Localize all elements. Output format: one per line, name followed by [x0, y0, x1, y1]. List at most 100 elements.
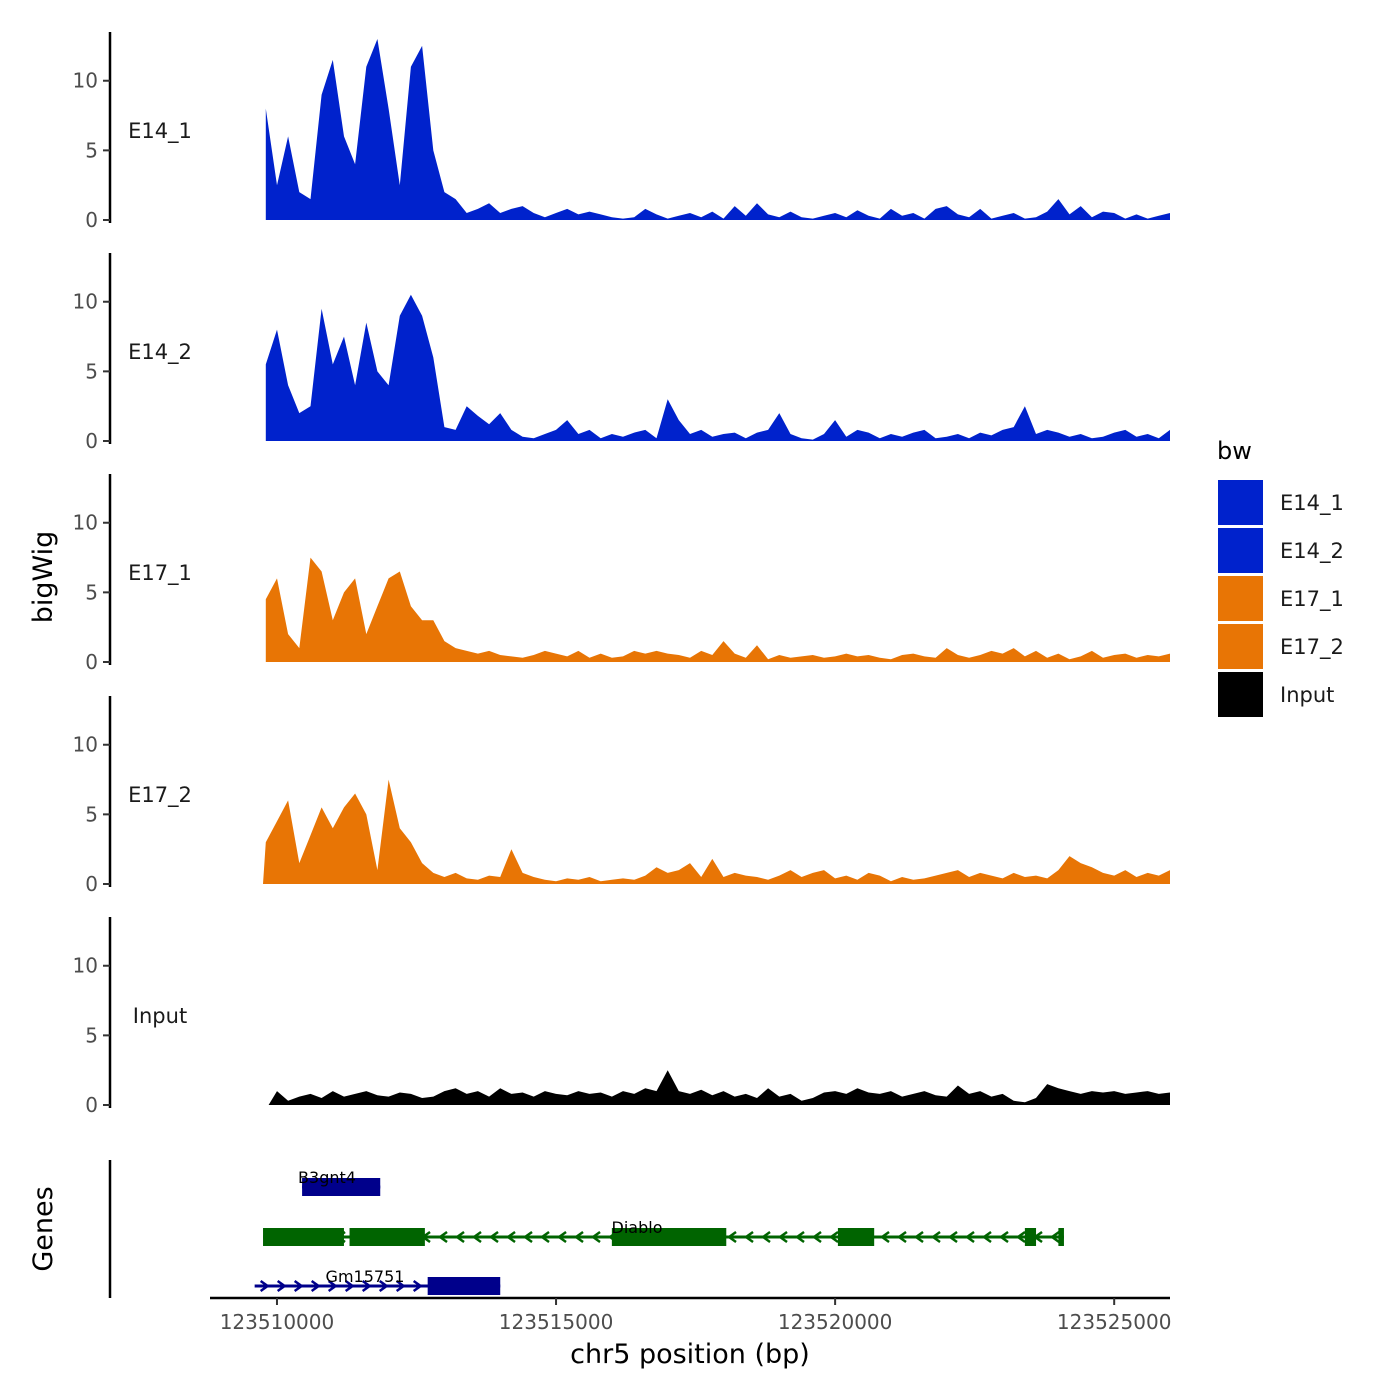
strand-arrow [998, 1230, 1009, 1244]
legend-swatch-Input [1218, 672, 1263, 717]
signal-area-Input [268, 1070, 1171, 1105]
strand-arrow [590, 1230, 601, 1244]
gene-exon [837, 1228, 875, 1246]
strand-arrow [556, 1230, 567, 1244]
y-tick-label: 10 [73, 733, 98, 757]
legend-swatch-E17_2 [1218, 624, 1263, 669]
strand-arrow [828, 1230, 839, 1244]
strand-arrow [454, 1230, 465, 1244]
track-label-E17_1: E17_1 [128, 561, 192, 586]
tracks-layer: 0 5 10 E14_1 0 5 10 E14_2 0 5 10 E17_1 0 5 10 E17_2 0 5 10… [73, 32, 1171, 1117]
y-tick-label: 0 [85, 872, 98, 896]
legend-label-E17_1: E17_1 [1280, 587, 1344, 612]
strand-arrow [930, 1230, 941, 1244]
strand-arrow [981, 1230, 992, 1244]
y-tick-label: 5 [85, 1023, 98, 1047]
x-tick-label: 123510000 [220, 1310, 335, 1334]
track-E14_2: 0 5 10 E14_2 [73, 253, 1170, 453]
strand-arrow [1015, 1230, 1026, 1244]
strand-arrow [522, 1230, 533, 1244]
strand-arrow [412, 1279, 423, 1293]
strand-arrow [794, 1230, 805, 1244]
x-axis-title: chr5 position (bp) [570, 1339, 810, 1370]
track-label-E14_1: E14_1 [128, 119, 192, 144]
gene-Diablo: Diablo [263, 1218, 1064, 1246]
strand-arrow [505, 1230, 516, 1244]
strand-arrow [964, 1230, 975, 1244]
y-tick-label: 10 [73, 69, 98, 93]
strand-arrow [777, 1230, 788, 1244]
track-label-E14_2: E14_2 [128, 340, 192, 365]
strand-arrow [344, 1279, 355, 1293]
y-axis-title: bigWig [28, 531, 59, 624]
track-Input: 0 5 10 Input [73, 917, 1171, 1117]
gene-exon [349, 1228, 425, 1246]
legend-label-E14_1: E14_1 [1280, 491, 1344, 516]
y-tick-label: 5 [85, 359, 98, 383]
gene-label-Gm15751: Gm15751 [326, 1267, 405, 1286]
strand-arrow [361, 1279, 372, 1293]
legend-label-Input: Input [1280, 683, 1334, 707]
strand-arrow [378, 1279, 389, 1293]
strand-arrow [811, 1230, 822, 1244]
y-tick-label: 0 [85, 208, 98, 232]
strand-arrow [1049, 1230, 1060, 1244]
gene-label-Diablo: Diablo [612, 1218, 663, 1237]
gene-exon [1058, 1228, 1064, 1246]
strand-arrow [913, 1230, 924, 1244]
strand-arrow [947, 1230, 958, 1244]
gene-Gm15751: Gm15751 [254, 1267, 501, 1295]
legend-swatch-E14_1 [1218, 480, 1263, 525]
legend-label-E14_2: E14_2 [1280, 539, 1344, 564]
legend-swatch-E14_2 [1218, 528, 1263, 573]
strand-arrow [327, 1279, 338, 1293]
gene-exon [611, 1228, 727, 1246]
y-tick-label: 10 [73, 954, 98, 978]
strand-arrow [879, 1230, 890, 1244]
strand-arrow [437, 1230, 448, 1244]
signal-area-E17_1 [265, 557, 1170, 662]
strand-arrow [539, 1230, 550, 1244]
strand-arrow [488, 1230, 499, 1244]
gene-exon [1024, 1228, 1037, 1246]
y-tick-label: 10 [73, 511, 98, 535]
signal-area-E17_2 [263, 779, 1170, 884]
y-tick-label: 5 [85, 138, 98, 162]
strand-arrow [471, 1230, 482, 1244]
strand-arrow [276, 1279, 287, 1293]
strand-arrow [896, 1230, 907, 1244]
strand-arrow [743, 1230, 754, 1244]
strand-arrow [573, 1230, 584, 1244]
strand-arrow [293, 1279, 304, 1293]
strand-arrow [310, 1279, 321, 1293]
genes-layer: B3gnt4 Diablo Gm15751 [108, 1160, 1064, 1298]
x-tick-label: 123515000 [499, 1310, 614, 1334]
y-tick-label: 10 [73, 290, 98, 314]
strand-arrow [259, 1279, 270, 1293]
strand-arrow [395, 1279, 406, 1293]
signal-area-E14_2 [265, 294, 1170, 441]
track-E14_1: 0 5 10 E14_1 [73, 32, 1170, 232]
y-tick-label: 5 [85, 580, 98, 604]
gene-label-B3gnt4: B3gnt4 [298, 1168, 356, 1187]
legend-label-E17_2: E17_2 [1280, 635, 1344, 660]
gene-exon [263, 1228, 344, 1246]
track-label-Input: Input [133, 1004, 187, 1028]
strand-arrow [726, 1230, 737, 1244]
track-E17_2: 0 5 10 E17_2 [73, 696, 1170, 896]
gene-B3gnt4: B3gnt4 [298, 1168, 381, 1196]
legend: bw E14_1 E14_2 E17_1 E17_2 Input [1217, 437, 1344, 717]
y-tick-label: 0 [85, 429, 98, 453]
legend-title: bw [1217, 437, 1252, 465]
track-E17_1: 0 5 10 E17_1 [73, 474, 1170, 674]
genes-axis-title: Genes [28, 1186, 59, 1271]
gene-exon [427, 1277, 501, 1295]
strand-arrow [760, 1230, 771, 1244]
y-tick-label: 0 [85, 650, 98, 674]
legend-swatch-E17_1 [1218, 576, 1263, 621]
track-label-E17_2: E17_2 [128, 783, 192, 808]
x-tick-label: 123520000 [778, 1310, 893, 1334]
y-tick-label: 0 [85, 1093, 98, 1117]
x-axis: 123510000 123515000 123520000 123525000 [210, 1296, 1171, 1334]
